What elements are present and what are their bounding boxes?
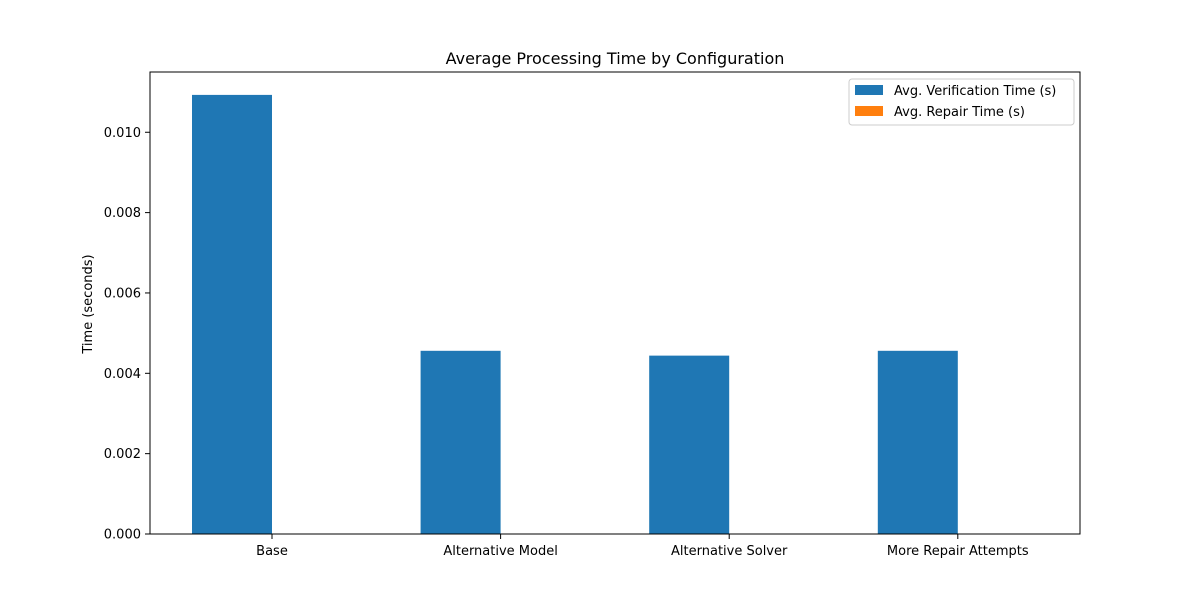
y-axis-ticks: 0.000 0.002 0.004 0.006 0.008 0.010 (104, 126, 150, 543)
bar-verification-0 (192, 94, 272, 534)
x-axis-ticks: Base Alternative Model Alternative Solver M… (256, 534, 1029, 559)
legend-box (848, 78, 1075, 126)
y-axis-label: Time (seconds) (81, 254, 96, 354)
legend-swatch (855, 106, 883, 116)
y-tick-label: 0.000 (104, 528, 141, 543)
plot-area-frame (149, 71, 1081, 535)
bar-verification-1 (420, 350, 501, 534)
legend-swatch (855, 85, 883, 95)
x-tick-label: More Repair Attempts (887, 544, 1029, 559)
bar-verification-2 (649, 355, 730, 534)
bars-group (192, 94, 958, 534)
legend-entry: Avg. Repair Time (s) (894, 105, 1025, 120)
chart-title: Average Processing Time by Configuration (446, 49, 785, 68)
x-tick-label: Alternative Solver (671, 544, 788, 559)
x-tick-label: Base (256, 544, 288, 559)
y-tick-label: 0.002 (104, 447, 141, 462)
y-tick-label: 0.006 (104, 286, 141, 301)
y-tick-label: 0.008 (104, 206, 141, 221)
x-tick-label: Alternative Model (443, 544, 558, 559)
legend-entry: Avg. Verification Time (s) (894, 84, 1056, 99)
y-tick-label: 0.004 (104, 367, 141, 382)
y-tick-label: 0.010 (104, 126, 141, 141)
bar-verification-3 (877, 350, 958, 534)
legend: Avg. Verification Time (s) Avg. Repair Ti… (848, 78, 1075, 126)
